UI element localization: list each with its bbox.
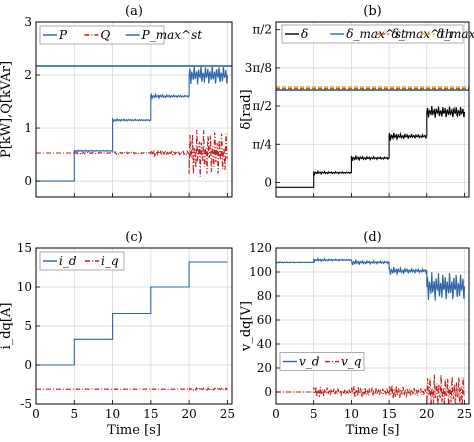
series-v-d xyxy=(276,257,466,301)
x-tick-label: 20 xyxy=(181,407,196,421)
x-tick-label: 20 xyxy=(419,407,434,421)
y-tick-label: π/2 xyxy=(252,99,272,113)
plot-area-c xyxy=(36,261,228,392)
y-axis-label: v_dq[V] xyxy=(239,301,254,352)
y-tick-label: 5 xyxy=(24,319,32,333)
series-- xyxy=(276,106,466,188)
x-tick-label: 5 xyxy=(70,407,78,421)
legend-label: P xyxy=(58,28,68,42)
series-i-d xyxy=(36,261,228,366)
y-tick-label: 40 xyxy=(257,337,272,351)
y-tick-label: 0 xyxy=(264,385,272,399)
x-tick-label: 5 xyxy=(310,407,318,421)
y-tick-label: 15 xyxy=(17,241,32,255)
legend-box xyxy=(39,251,125,271)
y-tick-label: -5 xyxy=(20,397,32,411)
legend-label: v_d xyxy=(299,355,320,369)
series-i-q xyxy=(36,386,228,392)
y-tick-label: 1 xyxy=(24,121,32,135)
panel-title: (c) xyxy=(125,230,142,245)
panel-title: (b) xyxy=(363,4,381,19)
legend: v_d v_q xyxy=(279,352,365,371)
y-tick-label: 0 xyxy=(264,175,272,189)
legend-box xyxy=(279,352,365,371)
y-tick-label: 10 xyxy=(17,280,32,294)
x-tick-label: 10 xyxy=(344,407,359,421)
x-tick-label: 10 xyxy=(105,407,120,421)
plot-area-a xyxy=(36,65,232,182)
y-tick-label: 3 xyxy=(24,15,32,29)
x-tick-label: 0 xyxy=(32,407,40,421)
axes-frame xyxy=(35,21,233,198)
panel-a: 0 1 2 3 (a) P[kW],Q[kVAr] P Q P_max^st xyxy=(0,4,233,198)
legend-label: P_max^st xyxy=(141,28,203,42)
y-axis-label: P[kW],Q[kVAr] xyxy=(0,61,14,158)
y-tick-label: 100 xyxy=(249,265,272,279)
legend: P Q P_max^st xyxy=(39,25,203,45)
y-axis-label: δ[rad] xyxy=(239,89,254,129)
panel-title: (a) xyxy=(125,4,143,19)
panel-b: 0 π/4 π/2 3π/8 π/2 (b) δ[rad] δ δ_max^stδ_max^th… xyxy=(239,4,474,198)
panel-title: (d) xyxy=(363,230,381,245)
y-tick-label: π/4 xyxy=(252,137,272,151)
legend-label: Q xyxy=(100,28,110,42)
y-tick-label: 80 xyxy=(257,289,272,303)
y-tick-label: π/2 xyxy=(252,23,272,37)
legend-label: δ_max^PLL xyxy=(437,27,474,41)
axes-frame xyxy=(275,247,470,405)
legend-label: δ xyxy=(301,27,308,41)
legend-label: i_q xyxy=(101,254,119,268)
panel-d: 0 5 10 15 20 25 0 20 40 60 80 100 120 (d) v_dq[V] Time … xyxy=(239,230,472,438)
legend: i_d i_q xyxy=(39,251,125,271)
y-tick-label: 0 xyxy=(24,174,32,188)
series-p xyxy=(36,65,228,182)
legend-box xyxy=(281,24,464,44)
series-v-q xyxy=(276,374,466,404)
plot-area-b xyxy=(276,86,469,188)
x-tick-label: 0 xyxy=(272,407,280,421)
legend-label: v_q xyxy=(341,355,362,369)
x-tick-label: 15 xyxy=(381,407,396,421)
y-tick-label: 60 xyxy=(257,313,272,327)
plot-area-d xyxy=(276,257,466,404)
x-axis-label: Time [s] xyxy=(346,423,400,438)
y-axis-label: i_dq[A] xyxy=(0,303,14,350)
y-tick-label: 2 xyxy=(24,68,32,82)
x-tick-label: 25 xyxy=(220,407,235,421)
x-axis-label: Time [s] xyxy=(107,423,161,438)
y-tick-label: 3π/8 xyxy=(245,61,272,75)
legend: δδ_max^stδ_max^thδ_max^PLL xyxy=(281,24,474,44)
x-tick-label: 15 xyxy=(143,407,158,421)
series-q xyxy=(36,129,228,177)
y-tick-label: 20 xyxy=(257,361,272,375)
y-tick-label: 120 xyxy=(249,241,272,255)
legend-box xyxy=(39,25,165,45)
axes-frame xyxy=(275,21,470,198)
x-tick-label: 25 xyxy=(457,407,472,421)
y-tick-label: 0 xyxy=(24,358,32,372)
legend-label: i_d xyxy=(59,254,77,268)
